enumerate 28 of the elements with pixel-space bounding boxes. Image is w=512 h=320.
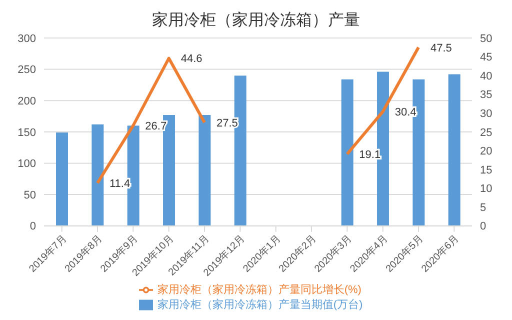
bar bbox=[198, 115, 211, 226]
y2-tick-label: 20 bbox=[480, 146, 492, 158]
y-tick-label: 250 bbox=[18, 64, 36, 76]
y-tick-label: 300 bbox=[18, 32, 36, 45]
y2-tick-label: 50 bbox=[480, 32, 492, 45]
bar bbox=[448, 74, 460, 226]
chart-title: 家用冷柜（家用冷冻箱）产量 bbox=[151, 10, 361, 31]
data-label: 44.6 bbox=[180, 53, 202, 66]
legend-label: 家用冷柜（家用冷冻箱）产量当期值(万台) bbox=[157, 298, 363, 311]
y2-tick-label: 45 bbox=[480, 52, 492, 64]
y2-tick-label: 35 bbox=[480, 89, 492, 102]
y2-tick-label: 15 bbox=[480, 164, 492, 176]
data-label: 47.5 bbox=[430, 42, 452, 54]
y-tick-label: 100 bbox=[18, 158, 36, 170]
y-tick-label: 50 bbox=[24, 189, 36, 202]
y2-tick-label: 25 bbox=[480, 126, 492, 139]
y-tick-label: 150 bbox=[18, 126, 36, 139]
y2-tick-label: 40 bbox=[480, 70, 492, 82]
y-tick-label: 0 bbox=[30, 220, 36, 233]
y2-tick-label: 10 bbox=[480, 183, 492, 196]
bar bbox=[56, 132, 68, 226]
y2-tick-label: 30 bbox=[480, 108, 492, 120]
bar bbox=[92, 124, 104, 226]
y-tick-label: 200 bbox=[18, 96, 36, 108]
bar bbox=[341, 79, 354, 226]
y2-tick-label: 5 bbox=[480, 202, 486, 214]
y2-tick-label: 0 bbox=[480, 220, 486, 233]
legend-label: 家用冷柜（家用冷冻箱）产量同比增长(%) bbox=[157, 284, 362, 296]
